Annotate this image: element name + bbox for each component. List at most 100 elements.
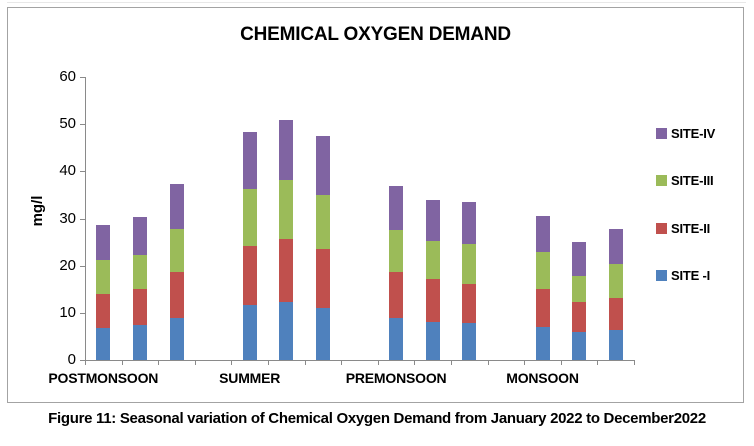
x-tick: [634, 361, 635, 365]
bar-segment-site-iii: [425, 241, 440, 280]
bar-segment-site-iv: [608, 228, 623, 265]
bar-segment-site-i: [242, 304, 257, 360]
bar-segment-site-iv: [462, 202, 477, 245]
legend-label: SITE -I: [671, 268, 711, 283]
bar-segment-site-iii: [572, 276, 587, 302]
bar-segment-site-iii: [315, 194, 330, 250]
legend-color-swatch: [656, 127, 667, 139]
bar-segment-site-iii: [608, 264, 623, 298]
y-tick: [80, 312, 85, 314]
x-tick: [524, 361, 526, 365]
bar-segment-site-iv: [535, 216, 550, 253]
bar-segment-site-ii: [572, 301, 587, 333]
bar-segment-site-i: [462, 323, 477, 360]
bar-segment-site-iv: [315, 135, 330, 195]
bar-segment-site-i: [279, 301, 294, 360]
bar-segment-site-iv: [132, 217, 147, 255]
bar-segment-site-ii: [535, 289, 550, 327]
page-top-border: [7, 2, 746, 3]
bar-segment-site-ii: [279, 239, 294, 302]
bar-segment-site-ii: [132, 289, 147, 326]
chart-panel: CHEMICAL OXYGEN DEMAND mg/l 0 10 20 30 40 50 6…: [7, 7, 744, 403]
bar-segment-site-iv: [169, 183, 184, 229]
bar-segment-site-iv: [425, 199, 440, 242]
bar-segment-site-iv: [572, 241, 587, 277]
bar-segment-site-iii: [96, 260, 111, 294]
legend-color-swatch: [656, 270, 667, 281]
bar-segment-site-i: [535, 326, 550, 360]
legend-label: SITE-IV: [671, 125, 716, 141]
bar-segment-site-iii: [462, 244, 477, 284]
bar-segment-site-ii: [315, 249, 330, 308]
legend-item: SITE -I: [656, 268, 711, 283]
x-tick: [304, 361, 306, 365]
bar-segment-site-iv: [389, 185, 404, 231]
x-tick: [377, 361, 379, 365]
y-tick: [80, 171, 85, 173]
x-tick: [231, 361, 233, 365]
x-tick: [268, 361, 269, 365]
y-tick-label: 0: [67, 351, 76, 368]
legend-color-swatch: [656, 222, 667, 234]
x-tick: [597, 361, 599, 365]
legend-item: SITE-III: [656, 173, 714, 188]
y-tick: [80, 360, 85, 361]
figure-caption: Figure 11: Seasonal variation of Chemica…: [48, 410, 706, 427]
y-tick-label: 60: [59, 68, 76, 85]
x-axis-label-summer: SUMMER: [219, 370, 281, 386]
x-tick: [85, 361, 86, 365]
y-tick: [80, 265, 85, 267]
bar-segment-site-iii: [242, 189, 257, 246]
y-tick: [80, 77, 85, 78]
x-tick: [158, 361, 160, 365]
bar-segment-site-ii: [96, 293, 111, 328]
x-tick: [194, 361, 196, 365]
x-axis-label-postmonsoon: POSTMONSOON: [48, 370, 159, 386]
chart-title: CHEMICAL OXYGEN DEMAND: [240, 24, 511, 45]
bar-segment-site-iv: [279, 120, 294, 181]
x-tick: [560, 361, 562, 365]
bar-segment-site-ii: [389, 272, 404, 318]
bar-segment-site-ii: [462, 283, 477, 324]
x-axis-line: [85, 360, 635, 361]
bar-segment-site-ii: [608, 297, 623, 331]
x-tick: [414, 361, 416, 365]
bar-segment-site-i: [169, 318, 184, 360]
y-tick-label: 30: [59, 209, 76, 227]
y-tick-label: 20: [59, 256, 76, 274]
legend-color-swatch: [656, 175, 667, 186]
bar-segment-site-iii: [132, 254, 147, 290]
bar-segment-site-iv: [242, 131, 257, 190]
bar-segment-site-i: [132, 325, 147, 360]
legend: SITE-IV SITE-III SITE-II SITE -I: [656, 8, 742, 402]
x-tick: [487, 361, 489, 365]
x-axis-label-premonsoon: PREMONSOON: [345, 370, 447, 386]
x-tick: [451, 361, 452, 365]
x-tick: [121, 361, 123, 365]
plot-area: 0 10 20 30 40 50 60 POSTMONSOON SUMMER PREMONSOON…: [8, 8, 743, 402]
bar-segment-site-iii: [389, 230, 404, 273]
y-tick: [80, 218, 85, 220]
bar-segment-site-i: [425, 321, 440, 360]
y-tick-label: 10: [59, 303, 76, 321]
x-axis-label-monsoon: MONSOON: [506, 370, 579, 386]
bar-segment-site-i: [572, 332, 587, 360]
bar-segment-site-iii: [279, 180, 294, 240]
legend-label: SITE-II: [671, 220, 711, 236]
bar-segment-site-ii: [425, 279, 440, 322]
bar-segment-site-i: [608, 330, 623, 360]
y-axis-line: [85, 77, 86, 360]
bar-segment-site-ii: [169, 271, 184, 319]
bar-segment-site-i: [315, 307, 330, 360]
bar-segment-site-i: [96, 327, 111, 360]
bar-segment-site-iv: [96, 225, 111, 260]
y-tick: [80, 124, 85, 126]
bar-segment-site-iii: [169, 228, 184, 272]
legend-item: SITE-IV: [656, 125, 716, 141]
legend-item: SITE-II: [656, 220, 711, 236]
y-tick-label: 50: [59, 115, 76, 133]
x-tick: [341, 361, 343, 365]
legend-label: SITE-III: [671, 173, 714, 188]
y-tick-label: 40: [59, 162, 76, 180]
